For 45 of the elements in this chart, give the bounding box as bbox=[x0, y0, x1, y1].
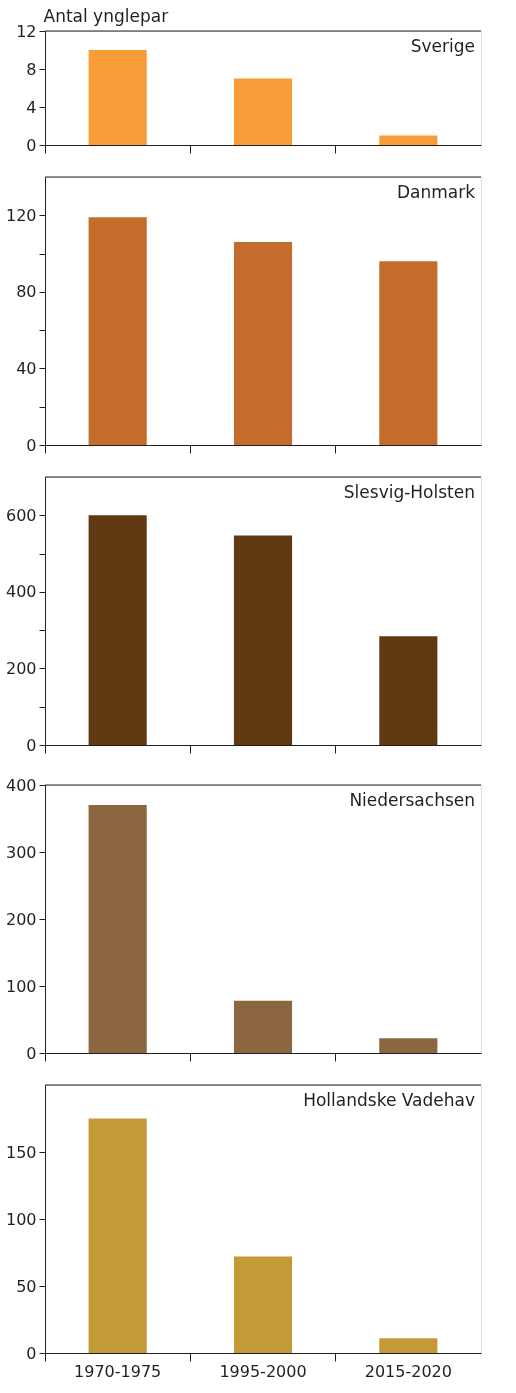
chart-title: Slesvig-Holsten bbox=[343, 482, 475, 502]
y-tick-label: 120 bbox=[5, 205, 37, 225]
y-axis-title: Antal ynglepar bbox=[43, 5, 169, 26]
y-tick-label: 0 bbox=[26, 135, 37, 155]
bar bbox=[88, 217, 147, 445]
x-tick-label: 1970-1975 bbox=[74, 1361, 162, 1381]
bar bbox=[233, 1256, 293, 1353]
bar bbox=[88, 1118, 147, 1353]
y-tick-label: 400 bbox=[5, 582, 37, 602]
y-tick-label: 200 bbox=[5, 658, 37, 678]
y-tick-label: 12 bbox=[16, 21, 37, 41]
bar bbox=[88, 805, 147, 1053]
chart-title: Hollandske Vadehav bbox=[303, 1090, 475, 1110]
chart-title: Danmark bbox=[396, 182, 476, 202]
bar bbox=[233, 78, 293, 145]
bar bbox=[379, 1038, 438, 1053]
bar bbox=[379, 261, 438, 445]
y-tick-label: 0 bbox=[26, 735, 37, 755]
chart-title: Sverige bbox=[410, 36, 475, 56]
y-tick-label: 0 bbox=[26, 1043, 37, 1063]
y-tick-label: 8 bbox=[26, 59, 37, 79]
bar bbox=[88, 515, 147, 745]
y-tick-label: 80 bbox=[16, 282, 37, 302]
y-tick-label: 300 bbox=[5, 842, 37, 862]
y-tick-label: 40 bbox=[16, 358, 37, 378]
bar bbox=[233, 1000, 293, 1053]
y-tick-label: 100 bbox=[5, 1209, 37, 1229]
y-tick-label: 50 bbox=[16, 1276, 37, 1296]
y-tick-label: 0 bbox=[26, 1343, 37, 1363]
y-tick-label: 200 bbox=[5, 909, 37, 929]
bar bbox=[379, 636, 438, 745]
y-tick-label: 400 bbox=[5, 775, 37, 795]
y-tick-label: 4 bbox=[26, 97, 37, 117]
y-tick-label: 600 bbox=[5, 505, 37, 525]
bar bbox=[88, 50, 147, 145]
chart-title: Niedersachsen bbox=[349, 790, 475, 810]
x-tick-label: 1995-2000 bbox=[219, 1361, 307, 1381]
y-tick-label: 150 bbox=[5, 1142, 37, 1162]
x-tick-label: 2015-2020 bbox=[364, 1361, 452, 1381]
bar bbox=[233, 242, 293, 445]
bar bbox=[233, 535, 293, 745]
y-tick-label: 0 bbox=[26, 435, 37, 455]
y-tick-label: 100 bbox=[5, 976, 37, 996]
bar bbox=[379, 135, 438, 145]
bar bbox=[379, 1338, 438, 1353]
